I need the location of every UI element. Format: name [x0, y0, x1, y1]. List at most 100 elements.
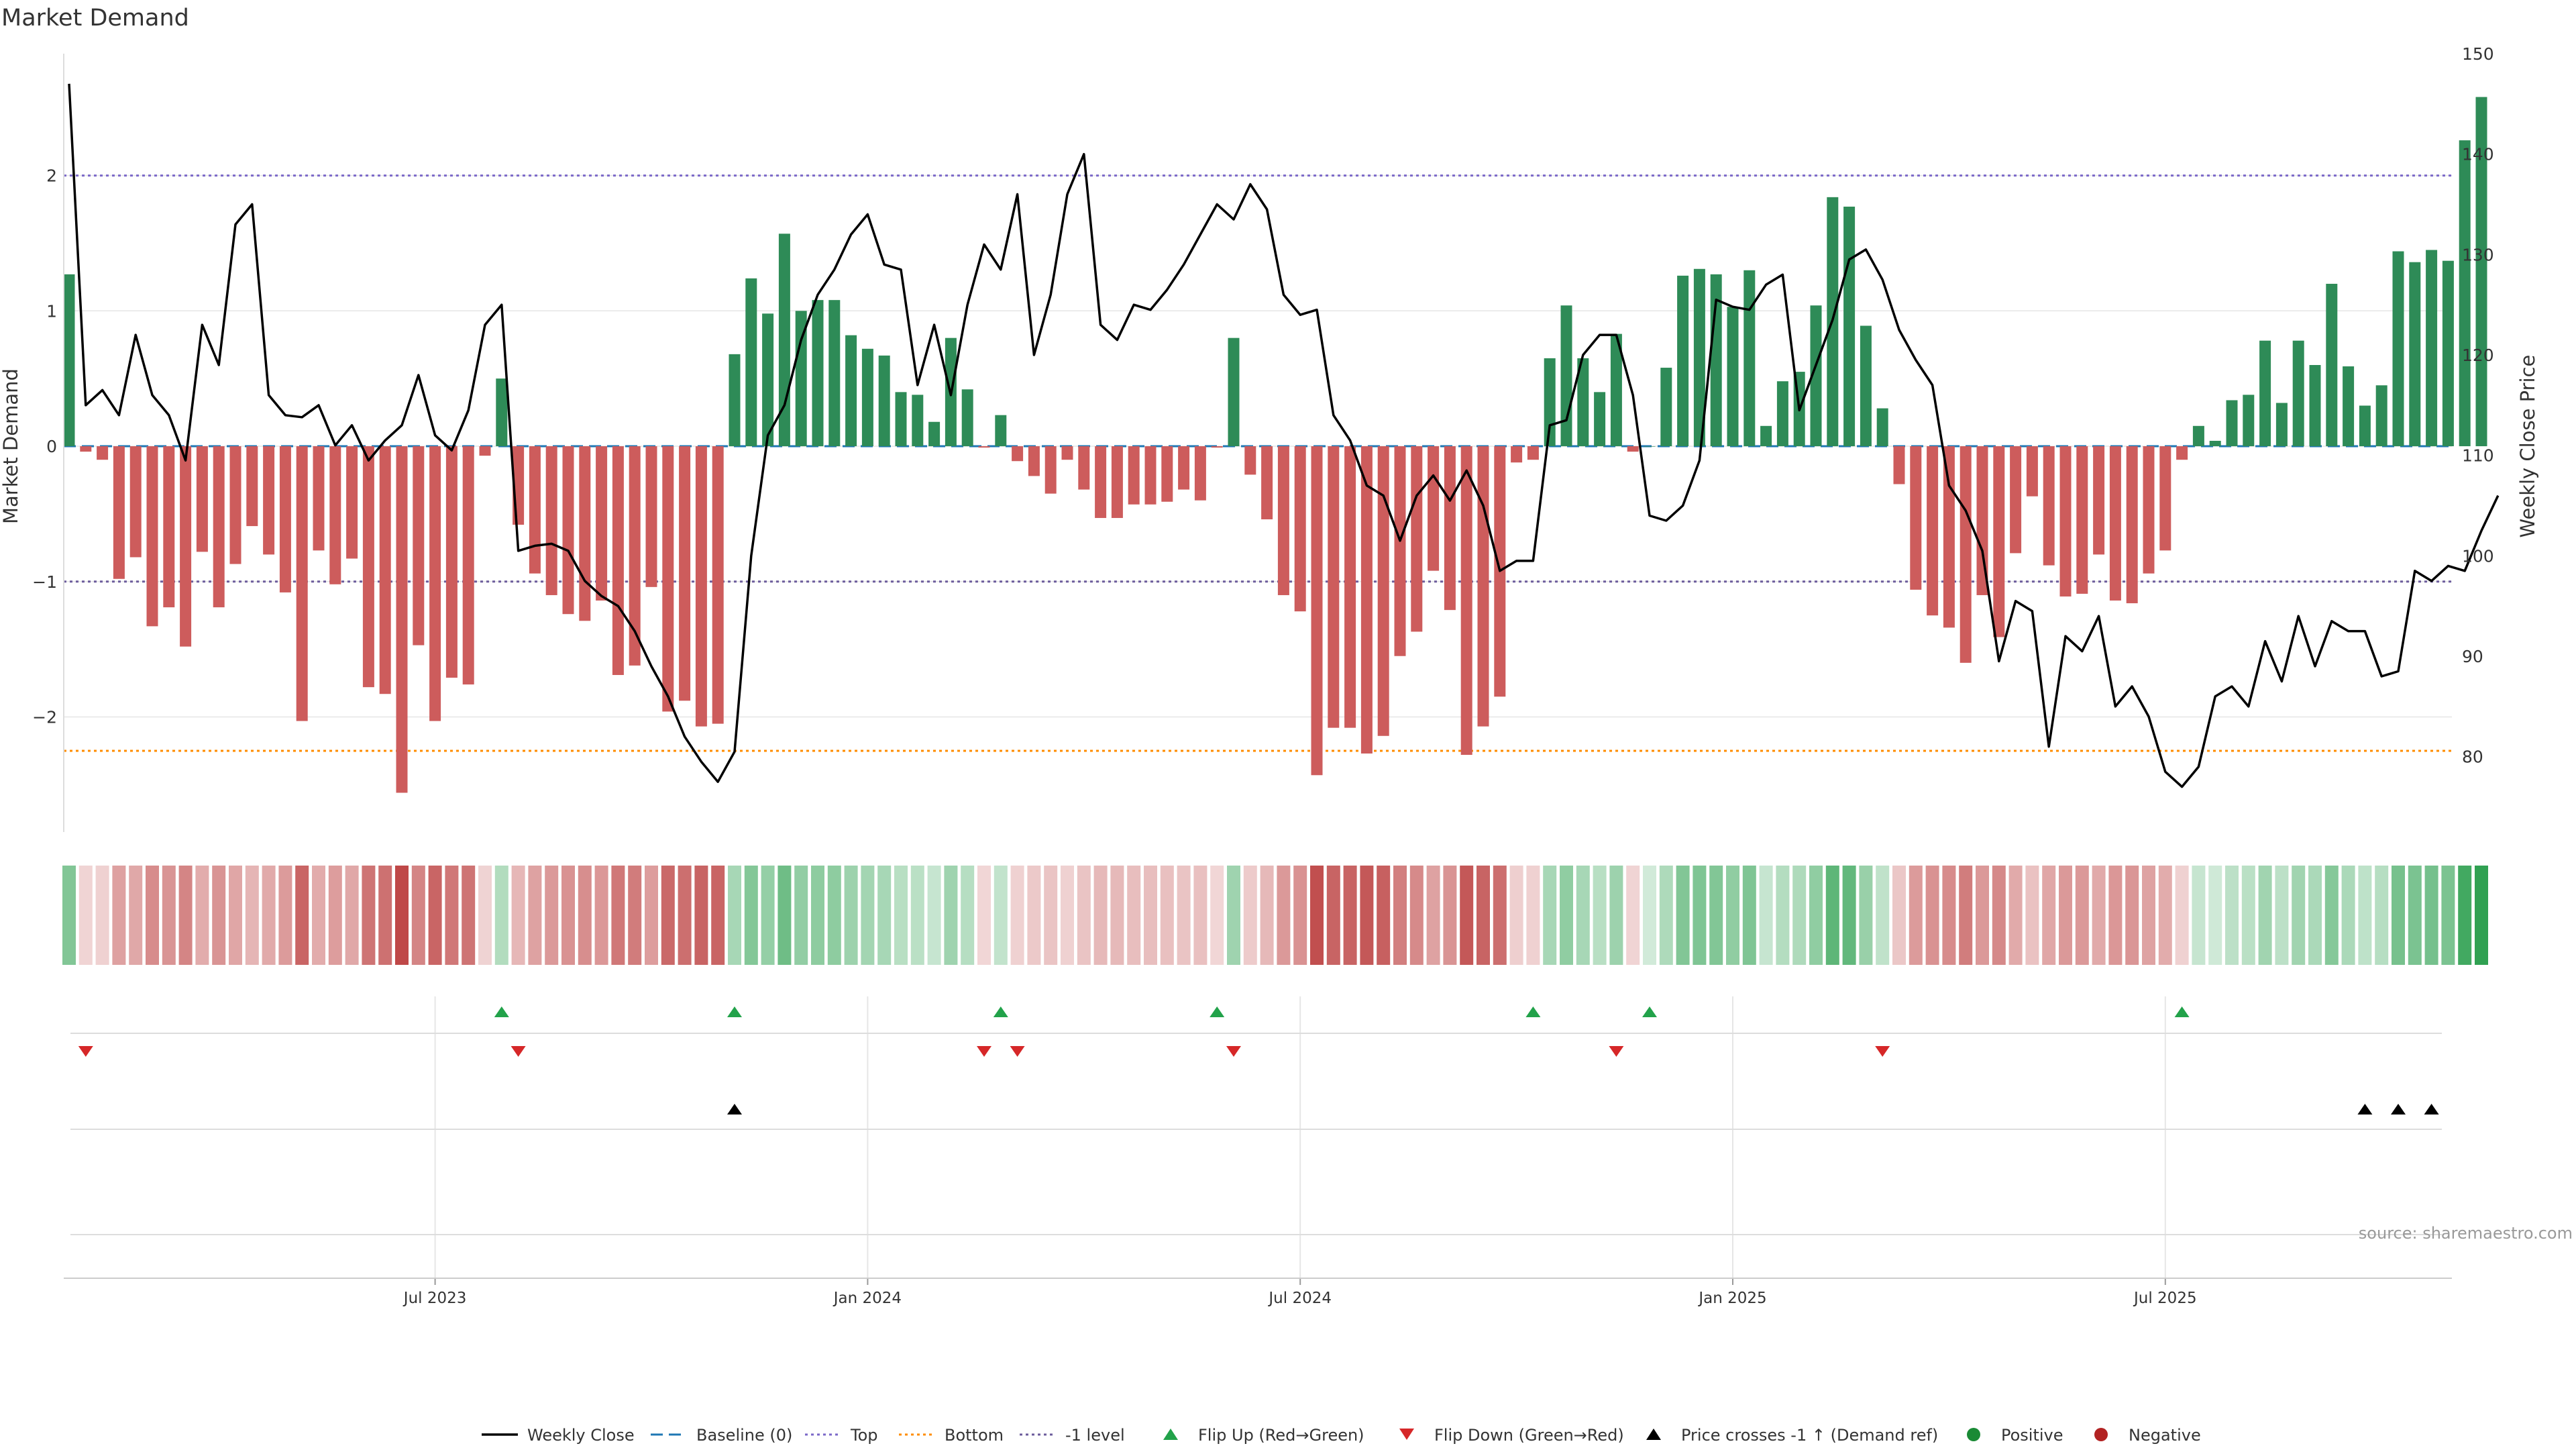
heat-cell — [1609, 866, 1623, 965]
heat-cell — [910, 866, 924, 965]
y2-tick-label: 120 — [2462, 346, 2494, 365]
heat-cell — [711, 866, 725, 965]
demand-bar — [1428, 446, 1440, 571]
demand-bar — [795, 311, 807, 447]
legend-label: Flip Down (Green→Red) — [1434, 1426, 1624, 1445]
heat-cell — [2324, 866, 2339, 965]
heat-cell — [1626, 866, 1640, 965]
demand-bar — [2426, 250, 2438, 447]
heat-cell — [2125, 866, 2139, 965]
demand-bar — [445, 446, 458, 678]
y-tick-label: 0 — [46, 437, 57, 456]
heat-cell — [1243, 866, 1257, 965]
y-tick-label: −1 — [32, 572, 57, 592]
heat-cell — [2241, 866, 2255, 965]
demand-bar — [1943, 446, 1955, 628]
y2-tick-label: 110 — [2462, 446, 2494, 466]
heat-cell — [827, 866, 841, 965]
heat-cell — [295, 866, 309, 965]
demand-bar — [1843, 206, 1856, 447]
heat-cell — [694, 866, 708, 965]
heat-cell — [2308, 866, 2322, 965]
y2-axis-label: Weekly Close Price — [2516, 355, 2539, 538]
heat-cell — [1659, 866, 1673, 965]
heat-cell — [1825, 866, 1839, 965]
demand-bar — [479, 446, 491, 456]
heat-cell — [894, 866, 908, 965]
heat-cell — [777, 866, 792, 965]
heat-cell — [78, 866, 93, 965]
heat-cell — [794, 866, 808, 965]
legend-label: Negative — [2129, 1426, 2201, 1445]
demand-bar — [1776, 381, 1788, 447]
heat-cell — [961, 866, 975, 965]
demand-bar — [928, 421, 941, 447]
demand-bar — [1360, 446, 1373, 754]
heat-cell — [744, 866, 758, 965]
demand-bar — [828, 300, 841, 447]
heat-cell — [1643, 866, 1656, 965]
demand-bar — [429, 446, 441, 721]
legend-swatch — [1399, 1429, 1414, 1440]
heat-cell — [561, 866, 575, 965]
heat-cell — [1526, 866, 1540, 965]
demand-bar — [1610, 333, 1622, 447]
heat-cell — [1360, 866, 1374, 965]
heat-cell — [1959, 866, 1973, 965]
heat-cell — [2075, 866, 2089, 965]
demand-bar — [229, 446, 241, 564]
demand-bar — [812, 300, 824, 447]
heat-cell — [162, 866, 176, 965]
heat-cell — [2142, 866, 2155, 965]
demand-bar — [2459, 140, 2471, 447]
demand-bar — [2259, 340, 2271, 447]
demand-bar — [196, 446, 208, 552]
legend-label: -1 level — [1065, 1426, 1125, 1445]
heat-cell — [1193, 866, 1208, 965]
demand-bar — [213, 446, 225, 608]
heat-cell — [1377, 866, 1391, 965]
heat-cell — [2108, 866, 2123, 965]
demand-bar — [645, 446, 657, 587]
heat-cell — [2258, 866, 2272, 965]
heat-cell — [1576, 866, 1590, 965]
demand-bar — [1095, 446, 1107, 518]
demand-bar — [596, 446, 608, 601]
heat-cell — [2225, 866, 2239, 965]
legend: Weekly Close Baseline (0) Top Bottom -1 leve… — [482, 1426, 2201, 1445]
demand-bar — [113, 446, 125, 579]
heat-cell — [1210, 866, 1224, 965]
heat-cell — [944, 866, 958, 965]
heat-cell — [2192, 866, 2206, 965]
demand-bar — [180, 446, 192, 647]
demand-bar — [612, 446, 624, 675]
axes: Jul 2023 Jan 2024 Jul 2024 Jan 2025 Jul 2025… — [0, 44, 2539, 1307]
heat-cell — [1676, 866, 1690, 965]
heat-cell — [1976, 866, 1989, 965]
demand-bar — [2275, 403, 2288, 447]
y2-tick-label: 90 — [2462, 647, 2483, 666]
heat-cell — [1044, 866, 1058, 965]
demand-bar — [2143, 446, 2155, 574]
heat-cell — [1027, 866, 1041, 965]
demand-bar — [1178, 446, 1190, 490]
y2-tick-label: 150 — [2462, 44, 2494, 64]
demand-bar — [1460, 446, 1472, 756]
flip-down-marker — [1875, 1046, 1890, 1057]
demand-bar — [346, 446, 358, 559]
flip-down-marker — [977, 1046, 991, 1057]
demand-bar — [2343, 366, 2355, 447]
demand-bar — [695, 446, 707, 727]
demand-bar — [296, 446, 308, 721]
legend-swatch — [1163, 1429, 1178, 1440]
heat-cell — [1742, 866, 1756, 965]
heat-cell — [645, 866, 658, 965]
demand-bar — [995, 415, 1007, 447]
demand-bar — [961, 389, 973, 447]
heat-cell — [578, 866, 592, 965]
demand-bar — [496, 378, 508, 447]
heat-cell — [1560, 866, 1573, 965]
demand-bar — [1012, 446, 1024, 462]
demand-bar — [279, 446, 291, 592]
